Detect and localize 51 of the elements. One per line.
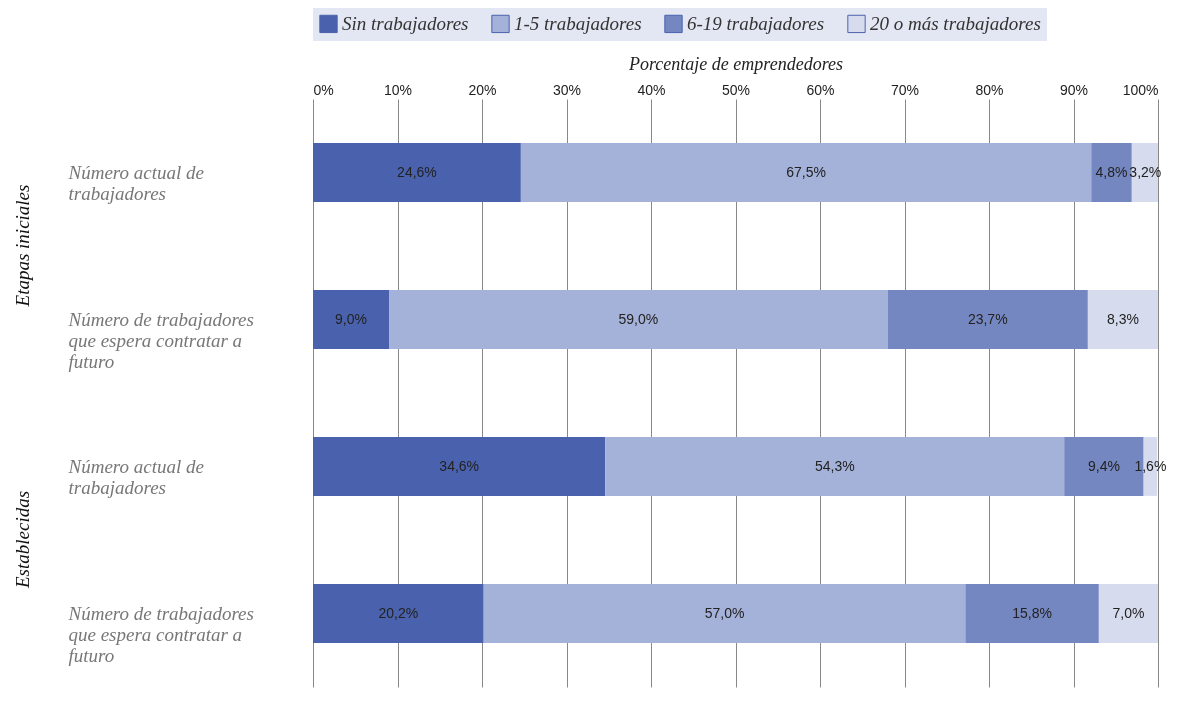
legend-label: 6-19 trabajadores [687, 12, 825, 34]
bar [605, 437, 1065, 496]
x-tick-label: 100% [1122, 81, 1159, 98]
x-tick-label: 70% [890, 81, 920, 98]
legend-label: Sin trabajadores [342, 12, 469, 34]
data-label: 15,8% [1012, 604, 1052, 621]
x-tick-label: 10% [383, 81, 413, 98]
bar [313, 584, 484, 643]
data-label: 8,3% [1106, 310, 1139, 327]
y-tick-label: Número de trabajadores que espera contratar a futuro [67, 308, 254, 372]
bar [887, 290, 1088, 349]
bar [1091, 143, 1132, 202]
text: Etapas iniciales [12, 184, 33, 308]
data-label: 4,8% [1095, 163, 1128, 180]
data-label: 3,2% [1129, 163, 1162, 180]
x-tick-label: 50% [721, 81, 751, 98]
bar [965, 584, 1099, 643]
y-tick-label: Número actual de trabajadores [67, 161, 204, 204]
bar [389, 290, 888, 349]
bar [483, 584, 966, 643]
x-axis-title: Porcentaje de emprendedores [628, 53, 843, 74]
bar [1087, 290, 1158, 349]
data-label: 24,6% [397, 163, 437, 180]
data-label: 67,5% [786, 163, 826, 180]
data-label: 20,2% [378, 604, 419, 621]
legend-label: 20 o más trabajadores [870, 12, 1041, 34]
data-label: 34,6% [439, 457, 480, 474]
text: Establecidas [12, 490, 33, 590]
data-label: 1,6% [1134, 457, 1167, 474]
bar [313, 143, 521, 202]
legend-label: 1-5 trabajadores [514, 12, 642, 34]
data-label: 57,0% [704, 604, 745, 621]
y-tick-label: Número de trabajadores que espera contratar a futuro [67, 602, 254, 666]
x-tick-label: 20% [468, 81, 497, 98]
data-label: 9,4% [1087, 457, 1120, 474]
data-label: 9,0% [335, 310, 367, 327]
x-tick-label: 40% [637, 81, 666, 98]
bar [313, 290, 390, 349]
data-label: 59,0% [618, 310, 659, 327]
x-tick-label: 80% [975, 81, 1004, 98]
x-tick-label: 60% [806, 81, 835, 98]
x-tick-label: 0% [313, 81, 334, 98]
x-tick-label: 90% [1059, 81, 1089, 98]
bar [313, 437, 606, 496]
y-tick-label: Número actual de trabajadores [67, 455, 204, 498]
bar [1098, 584, 1158, 643]
data-label: 23,7% [967, 310, 1008, 327]
bar [520, 143, 1092, 202]
data-label: 7,0% [1112, 604, 1145, 621]
x-tick-label: 30% [552, 81, 582, 98]
data-label: 54,3% [814, 457, 855, 474]
